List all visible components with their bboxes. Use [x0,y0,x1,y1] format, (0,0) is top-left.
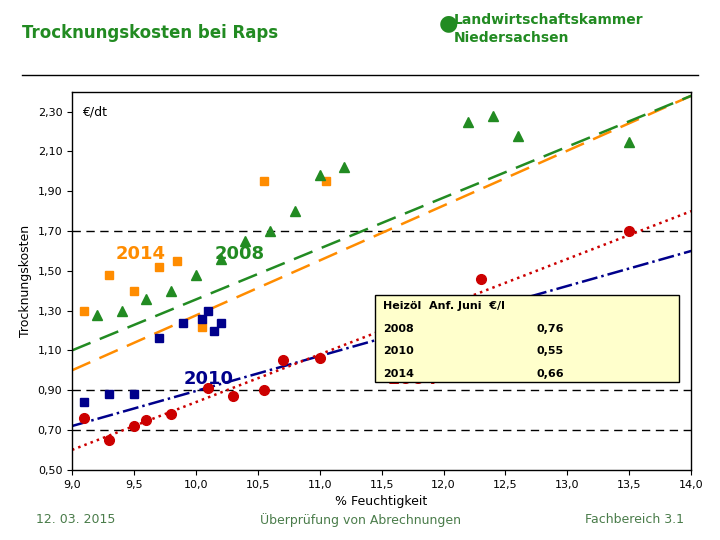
Text: ●: ● [439,14,459,33]
Text: Heizöl  Anf. Juni  €/l: Heizöl Anf. Juni €/l [383,301,505,310]
Text: 12. 03. 2015: 12. 03. 2015 [36,513,115,526]
Text: 0,76: 0,76 [536,323,564,334]
FancyBboxPatch shape [375,295,679,382]
Text: 2008: 2008 [383,323,413,334]
Text: 2010: 2010 [184,370,233,388]
Text: 2014: 2014 [115,245,166,263]
Text: Landwirtschaftskammer
Niedersachsen: Landwirtschaftskammer Niedersachsen [454,14,643,45]
Text: 0,66: 0,66 [536,369,564,379]
Text: Überprüfung von Abrechnungen: Überprüfung von Abrechnungen [259,513,461,526]
X-axis label: % Feuchtigkeit: % Feuchtigkeit [336,495,428,508]
Text: 2008: 2008 [215,245,264,263]
Text: €/dt: €/dt [82,106,107,119]
Text: 2004: 2004 [388,370,438,388]
Text: Fachbereich 3.1: Fachbereich 3.1 [585,513,684,526]
Text: Trocknungskosten bei Raps: Trocknungskosten bei Raps [22,24,278,42]
Text: 2014: 2014 [383,369,414,379]
Text: 2010: 2010 [383,347,413,356]
Text: 0,55: 0,55 [536,347,564,356]
Y-axis label: Trocknungskosten: Trocknungskosten [19,225,32,337]
